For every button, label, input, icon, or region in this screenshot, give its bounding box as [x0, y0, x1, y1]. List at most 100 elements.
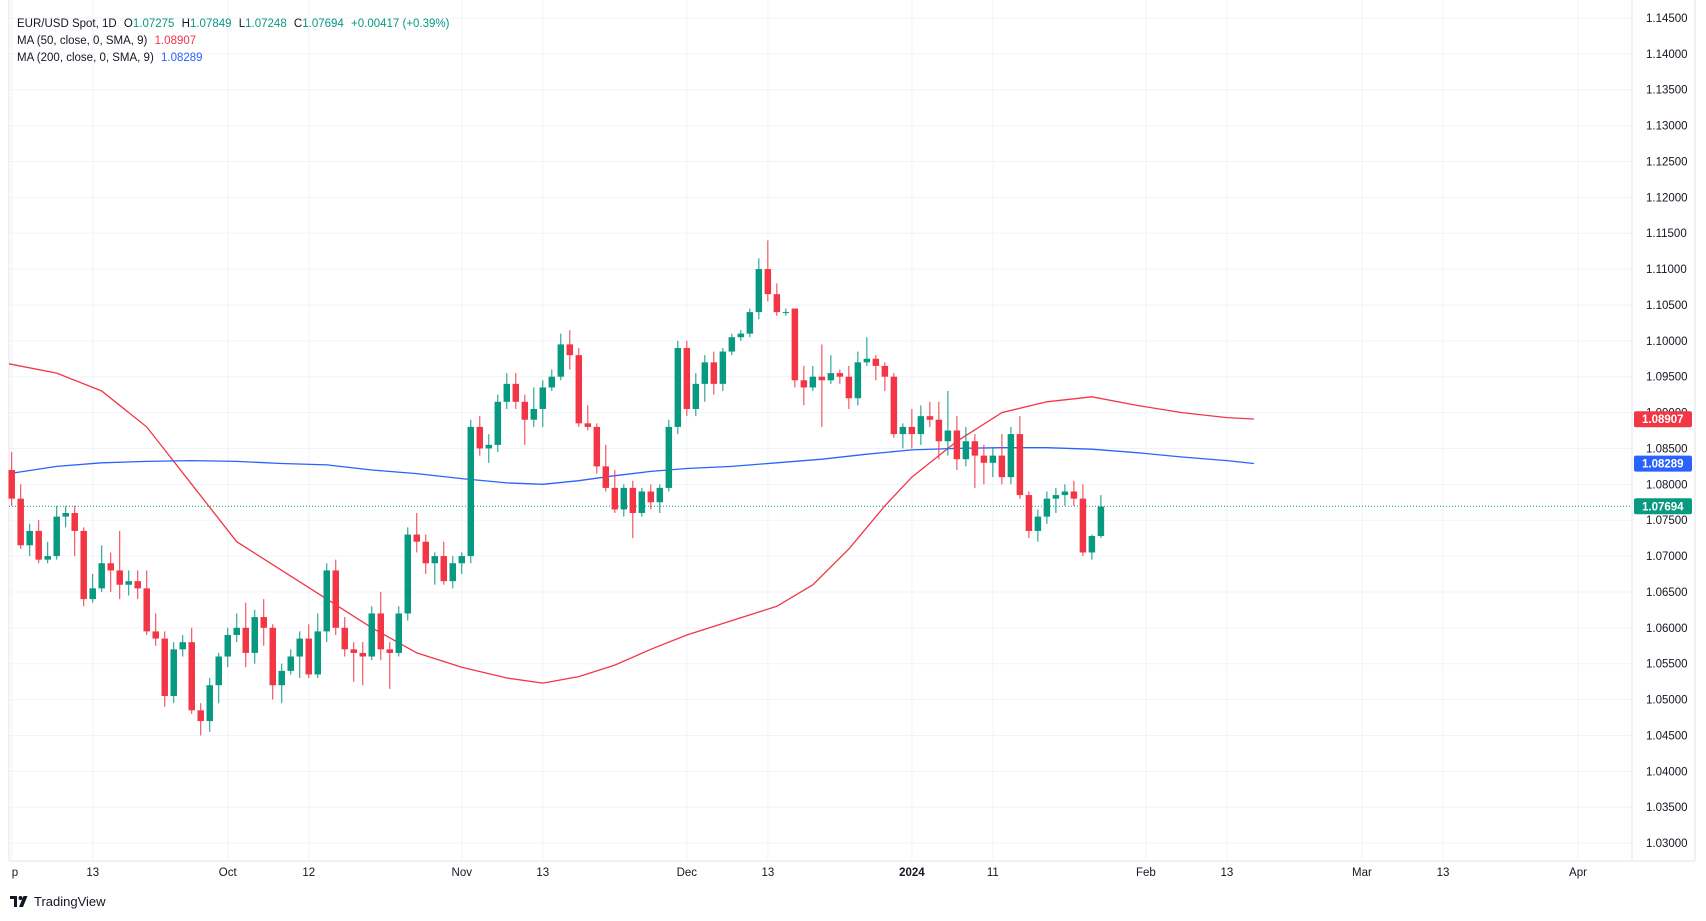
candle-down: [890, 373, 898, 438]
candle-down: [8, 452, 15, 506]
candle-down: [791, 308, 799, 388]
candle-up: [314, 613, 321, 679]
candle-up: [449, 556, 457, 589]
candle-down: [602, 444, 610, 492]
candle-body: [503, 383, 511, 402]
legend-ma50-row[interactable]: MA (50, close, 0, SMA, 9) 1.08907: [17, 33, 453, 50]
candle-body: [1034, 516, 1042, 531]
candle-body: [404, 534, 412, 614]
time-tick-label: 13: [1437, 867, 1450, 879]
price-tick-label: 1.11500: [1646, 228, 1687, 240]
time-tick-label: Apr: [1569, 867, 1587, 879]
candle-body: [863, 358, 871, 363]
price-tick-label: 1.07000: [1646, 551, 1688, 563]
candle-body: [890, 376, 898, 435]
time-axis[interactable]: p 13 Oct 12 Nov 13 Dec 13 2024 11 Feb 13 Mar 13 Apr: [12, 867, 1587, 879]
candle-body: [89, 588, 96, 600]
candle-body: [917, 416, 925, 435]
candle-up: [44, 541, 51, 564]
candle-body: [422, 541, 430, 564]
candle-body: [1070, 491, 1078, 499]
candle-body: [413, 534, 421, 542]
price-tick-label: 1.06000: [1646, 623, 1688, 635]
candle-down: [935, 401, 943, 460]
candle-up: [746, 308, 754, 338]
candle-down: [17, 484, 24, 549]
price-axis[interactable]: 1.14500 1.14000 1.13500 1.13000 1.12500 1.120…: [1646, 13, 1688, 850]
candle-body: [476, 426, 484, 449]
price-tick-label: 1.12500: [1646, 156, 1688, 168]
candle-body: [809, 376, 817, 388]
candle-up: [863, 337, 871, 366]
candle-up: [755, 258, 763, 320]
candle-body: [395, 613, 403, 653]
candle-body: [539, 387, 547, 409]
last-price-tag: 1.07694: [1634, 498, 1692, 515]
chart-legend: EUR/USD Spot, 1D O1.07275 H1.07849 L1.07…: [17, 16, 453, 67]
candle-body: [575, 355, 583, 424]
candle-up: [809, 365, 817, 392]
candle-down: [881, 362, 889, 392]
candle-down: [440, 541, 448, 585]
candle-up: [1097, 495, 1105, 539]
candle-body: [953, 430, 961, 460]
candle-up: [467, 419, 475, 564]
time-tick-label: Nov: [452, 867, 473, 879]
candle-up: [944, 391, 952, 456]
candle-body: [377, 613, 385, 650]
candle-up: [728, 333, 736, 356]
tradingview-logo[interactable]: TradingView: [10, 894, 106, 909]
candle-down: [584, 405, 592, 431]
candle-down: [80, 527, 87, 607]
candle-body: [845, 376, 853, 399]
price-tick-label: 1.13000: [1646, 121, 1688, 133]
candle-body: [548, 376, 556, 388]
candle-body: [881, 365, 889, 377]
legend-open-value: 1.07275: [132, 18, 175, 30]
candle-down: [197, 703, 204, 736]
candle-body: [53, 516, 60, 557]
candle-down: [629, 480, 637, 539]
candle-up: [962, 426, 970, 467]
candle-up: [125, 570, 132, 596]
candle-body: [692, 383, 700, 409]
candle-body: [566, 344, 574, 356]
ma50-line: [8, 363, 1254, 684]
legend-ma50-value: 1.08907: [154, 35, 197, 47]
price-tick-label: 1.05000: [1646, 695, 1688, 707]
candle-body: [971, 441, 979, 456]
candle-down: [1025, 491, 1033, 539]
legend-close-value: 1.07694: [302, 18, 344, 30]
candle-body: [107, 563, 114, 571]
candle-up: [206, 678, 213, 732]
candle-body: [926, 416, 934, 420]
candle-up: [989, 448, 997, 478]
candle-body: [521, 401, 529, 420]
candle-down: [575, 347, 583, 427]
candle-down: [260, 599, 267, 646]
candle-body: [512, 383, 520, 402]
candle-body: [206, 685, 213, 722]
candle-down: [971, 434, 979, 488]
candle-up: [458, 552, 466, 574]
candle-up: [665, 419, 673, 492]
candle-down: [1079, 484, 1087, 557]
candle-up: [296, 631, 303, 679]
time-tick-label: p: [12, 867, 18, 879]
candle-up: [251, 609, 258, 664]
candle-body: [773, 294, 781, 313]
legend-symbol[interactable]: EUR/USD Spot, 1D: [17, 18, 117, 30]
ma50-price-tag-text: 1.08907: [1642, 414, 1684, 426]
time-tick-label: 13: [86, 867, 99, 879]
legend-ma200-row[interactable]: MA (200, close, 0, SMA, 9) 1.08289: [17, 50, 453, 67]
candle-body: [8, 469, 15, 499]
candle-up: [1007, 426, 1015, 485]
candle-body: [440, 556, 448, 582]
candle-body: [782, 312, 790, 314]
candle-up: [1052, 487, 1060, 514]
candle-down: [305, 624, 312, 679]
candle-up: [179, 634, 186, 657]
price-tick-label: 1.10000: [1646, 336, 1688, 348]
candle-body: [1016, 434, 1024, 496]
